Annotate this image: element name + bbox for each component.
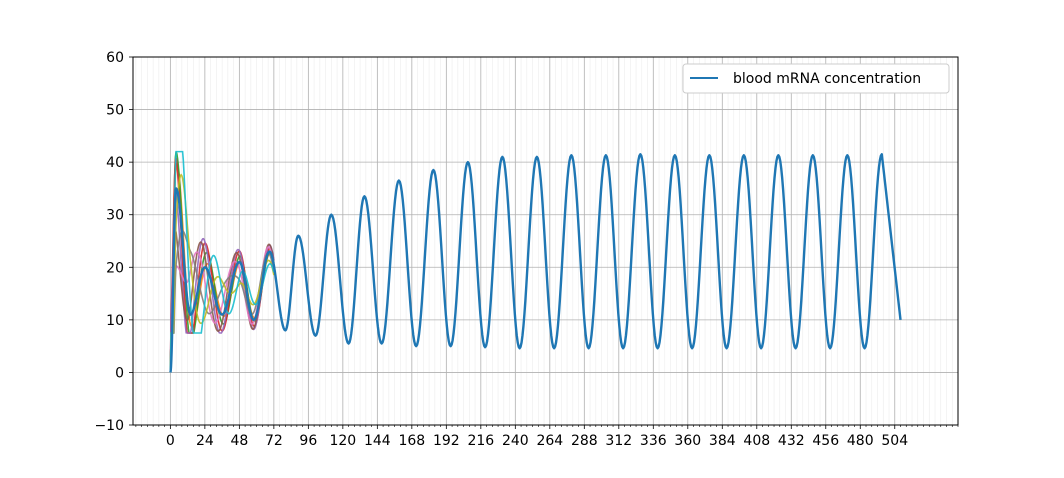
minor-grid bbox=[135, 57, 959, 425]
x-tick-label: 480 bbox=[847, 433, 874, 449]
y-tick-label: 60 bbox=[106, 50, 124, 66]
tick-labels: 0 24 48 72 96 120 144 168 192 216 240 264 288 312 336 3… bbox=[94, 50, 908, 449]
y-tick-label: 10 bbox=[106, 313, 124, 329]
series-line-blood-mrna-concentration bbox=[169, 153, 902, 373]
x-tick-label: 144 bbox=[364, 433, 391, 449]
x-tick-label: 192 bbox=[433, 433, 460, 449]
x-tick-label: 264 bbox=[536, 433, 563, 449]
x-tick-label: 360 bbox=[674, 433, 701, 449]
x-tick-label: 48 bbox=[230, 433, 248, 449]
legend: blood mRNA concentration bbox=[682, 63, 950, 94]
y-tick-label: 20 bbox=[106, 260, 124, 276]
x-tick-label: 120 bbox=[329, 433, 356, 449]
x-tick-label: 216 bbox=[467, 433, 494, 449]
x-tick-label: 288 bbox=[571, 433, 598, 449]
ensemble-trace-line bbox=[169, 186, 275, 373]
x-tick-label: 72 bbox=[265, 433, 283, 449]
y-tick-label: 40 bbox=[106, 155, 124, 171]
x-tick-label: 312 bbox=[605, 433, 632, 449]
x-tick-label: 384 bbox=[709, 433, 736, 449]
ensemble-trace-line bbox=[169, 173, 275, 373]
y-tick-label: −10 bbox=[94, 418, 124, 434]
ensemble-trace-line bbox=[169, 150, 275, 373]
series-layer bbox=[169, 150, 902, 373]
x-tick-label: 456 bbox=[812, 433, 839, 449]
x-tick-label: 504 bbox=[881, 433, 908, 449]
y-tick-label: 50 bbox=[106, 103, 124, 119]
y-tick-label: 30 bbox=[106, 208, 124, 224]
plot-area-frame bbox=[132, 56, 959, 426]
x-tick-label: 432 bbox=[778, 433, 805, 449]
x-tick-label: 168 bbox=[398, 433, 425, 449]
x-tick-label: 240 bbox=[502, 433, 529, 449]
x-tick-label: 96 bbox=[299, 433, 317, 449]
x-tick-label: 0 bbox=[166, 433, 175, 449]
y-tick-label: 0 bbox=[115, 365, 124, 381]
axis-ticks bbox=[129, 56, 959, 429]
legend-label: blood mRNA concentration bbox=[733, 71, 921, 87]
x-tick-label: 24 bbox=[196, 433, 214, 449]
legend-box bbox=[682, 63, 950, 94]
x-tick-label: 408 bbox=[743, 433, 770, 449]
x-tick-label: 336 bbox=[640, 433, 667, 449]
